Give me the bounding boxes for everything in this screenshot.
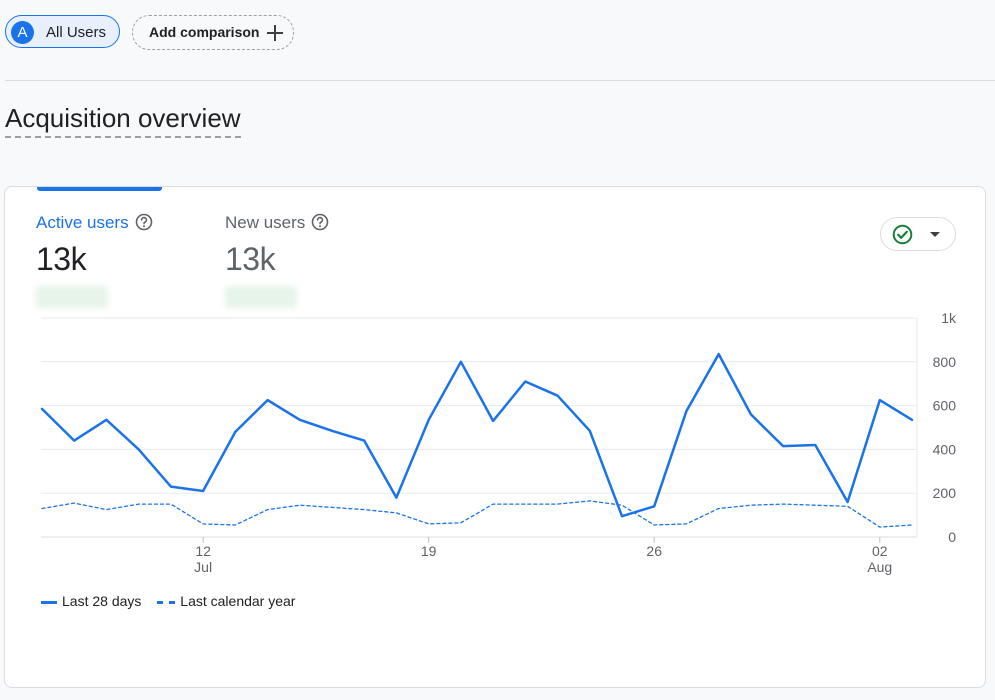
- y-axis-ticks: 0 200 400 600 800 1k: [933, 310, 957, 545]
- chart-gridlines: [41, 317, 918, 538]
- x-tick-label: 26: [646, 543, 662, 559]
- metric-label: Active users: [36, 213, 153, 233]
- legend-label: Last 28 days: [62, 593, 142, 609]
- x-tick-month-label: Jul: [194, 559, 212, 575]
- add-comparison-label: Add comparison: [149, 24, 260, 40]
- y-tick-label: 800: [933, 354, 957, 370]
- insights-dropdown-button[interactable]: [880, 217, 956, 251]
- metric-tab-new-users[interactable]: New users 13k: [225, 213, 329, 308]
- x-tick-label: 02: [872, 543, 888, 559]
- segment-chip-label: All Users: [46, 24, 107, 41]
- segment-letter-badge: A: [11, 21, 34, 44]
- plus-icon: [267, 25, 283, 41]
- y-tick-label: 200: [933, 485, 957, 501]
- metric-change-blurred: [225, 286, 297, 308]
- series-line-last-calendar-year: [41, 500, 913, 528]
- metric-label: New users: [225, 213, 329, 233]
- help-icon[interactable]: [135, 213, 153, 231]
- caret-down-icon: [930, 232, 940, 237]
- segment-chip-all-users[interactable]: A All Users: [5, 15, 120, 48]
- x-tick-label: 12: [195, 543, 211, 559]
- acquisition-overview-card: Active users 13k New users 13k: [4, 186, 986, 688]
- legend-label: Last calendar year: [180, 593, 296, 609]
- chart-series: [40, 352, 914, 528]
- legend-swatch-solid: [41, 600, 57, 604]
- x-tick-month-label: Aug: [867, 559, 892, 575]
- series-line-last-28-days: [40, 352, 914, 518]
- help-icon[interactable]: [311, 213, 329, 231]
- chart-legend: Last 28 days Last calendar year: [41, 593, 307, 609]
- legend-item-last-28-days[interactable]: Last 28 days: [41, 593, 141, 609]
- metric-tab-active-users[interactable]: Active users 13k: [36, 213, 153, 308]
- metric-value: 13k: [225, 241, 276, 277]
- y-tick-label: 0: [948, 529, 956, 545]
- header-divider: [5, 80, 995, 81]
- metric-change-blurred: [36, 286, 108, 308]
- legend-swatch-dashed: [157, 600, 176, 604]
- y-tick-label: 400: [933, 441, 957, 457]
- page-title[interactable]: Acquisition overview: [5, 103, 241, 138]
- metric-label-text: New users: [225, 213, 306, 232]
- active-tab-indicator: [37, 187, 162, 191]
- metric-label-text: Active users: [36, 213, 129, 232]
- y-tick-label: 600: [933, 398, 957, 414]
- add-comparison-button[interactable]: Add comparison: [132, 15, 294, 50]
- x-tick-label: 19: [421, 543, 437, 559]
- y-tick-label: 1k: [941, 310, 957, 326]
- check-circle-icon: [892, 224, 913, 245]
- legend-item-last-calendar-year[interactable]: Last calendar year: [157, 593, 295, 609]
- comparison-bar: A All Users Add comparison: [0, 0, 995, 80]
- metric-value: 13k: [36, 241, 87, 277]
